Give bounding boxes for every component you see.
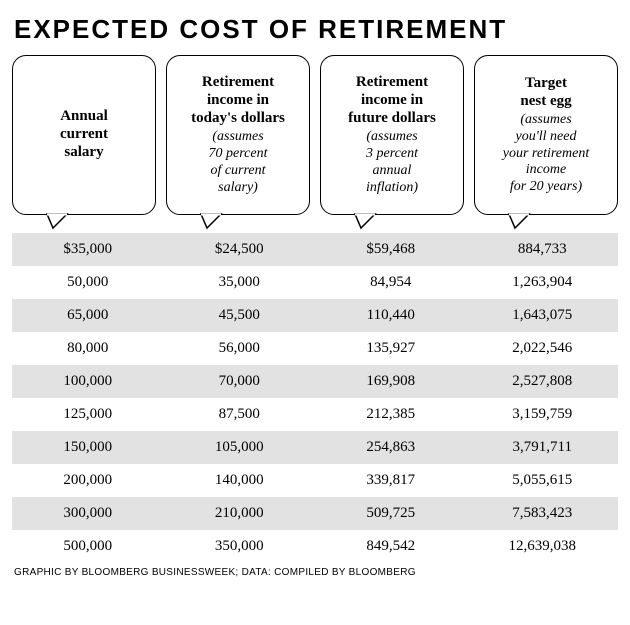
table-cell: 12,639,038 bbox=[467, 530, 619, 563]
col-header-today: Retirementincome intoday's dollars (assu… bbox=[166, 55, 310, 215]
table-cell: 135,927 bbox=[315, 332, 467, 365]
title: EXPECTED COST OF RETIREMENT bbox=[12, 14, 618, 45]
table-row: 200,000140,000339,8175,055,615 bbox=[12, 464, 618, 497]
table-cell: 87,500 bbox=[164, 398, 316, 431]
table-cell: 509,725 bbox=[315, 497, 467, 530]
table-cell: 125,000 bbox=[12, 398, 164, 431]
table-row: 65,00045,500110,4401,643,075 bbox=[12, 299, 618, 332]
table-row: $35,000$24,500$59,468884,733 bbox=[12, 233, 618, 266]
table-cell: 70,000 bbox=[164, 365, 316, 398]
col-label: Retirementincome infuture dollars bbox=[348, 73, 436, 127]
table-row: 125,00087,500212,3853,159,759 bbox=[12, 398, 618, 431]
table-cell: 80,000 bbox=[12, 332, 164, 365]
retirement-table: $35,000$24,500$59,468884,73350,00035,000… bbox=[12, 233, 618, 563]
table-cell: 210,000 bbox=[164, 497, 316, 530]
col-sublabel: (assumesyou'll needyour retirementincome… bbox=[503, 112, 589, 196]
table-cell: $35,000 bbox=[12, 233, 164, 266]
col-label: Annualcurrentsalary bbox=[60, 107, 108, 161]
col-label: Targetnest egg bbox=[520, 74, 571, 110]
table-row: 80,00056,000135,9272,022,546 bbox=[12, 332, 618, 365]
table-cell: 2,022,546 bbox=[467, 332, 619, 365]
table-row: 300,000210,000509,7257,583,423 bbox=[12, 497, 618, 530]
table-cell: 849,542 bbox=[315, 530, 467, 563]
table-body: $35,000$24,500$59,468884,73350,00035,000… bbox=[12, 233, 618, 563]
table-cell: 300,000 bbox=[12, 497, 164, 530]
table-cell: 254,863 bbox=[315, 431, 467, 464]
table-cell: $24,500 bbox=[164, 233, 316, 266]
table-cell: 7,583,423 bbox=[467, 497, 619, 530]
table-row: 150,000105,000254,8633,791,711 bbox=[12, 431, 618, 464]
table-cell: 50,000 bbox=[12, 266, 164, 299]
table-row: 100,00070,000169,9082,527,808 bbox=[12, 365, 618, 398]
table-cell: 45,500 bbox=[164, 299, 316, 332]
table-cell: 339,817 bbox=[315, 464, 467, 497]
table-cell: $59,468 bbox=[315, 233, 467, 266]
table-cell: 56,000 bbox=[164, 332, 316, 365]
table-cell: 2,527,808 bbox=[467, 365, 619, 398]
table-cell: 3,159,759 bbox=[467, 398, 619, 431]
table-cell: 65,000 bbox=[12, 299, 164, 332]
table-cell: 110,440 bbox=[315, 299, 467, 332]
column-headers: Annualcurrentsalary Retirementincome int… bbox=[12, 55, 618, 215]
table-cell: 500,000 bbox=[12, 530, 164, 563]
col-header-nestegg: Targetnest egg (assumesyou'll needyour r… bbox=[474, 55, 618, 215]
table-cell: 5,055,615 bbox=[467, 464, 619, 497]
table-row: 500,000350,000849,54212,639,038 bbox=[12, 530, 618, 563]
col-sublabel: (assumes70 percentof currentsalary) bbox=[209, 129, 268, 196]
speech-tail-icon bbox=[509, 214, 529, 228]
table-cell: 35,000 bbox=[164, 266, 316, 299]
col-header-future: Retirementincome infuture dollars (assum… bbox=[320, 55, 464, 215]
table-cell: 1,643,075 bbox=[467, 299, 619, 332]
table-cell: 100,000 bbox=[12, 365, 164, 398]
table-cell: 350,000 bbox=[164, 530, 316, 563]
table-cell: 84,954 bbox=[315, 266, 467, 299]
table-cell: 105,000 bbox=[164, 431, 316, 464]
table-cell: 212,385 bbox=[315, 398, 467, 431]
speech-tail-icon bbox=[355, 214, 375, 228]
table-cell: 3,791,711 bbox=[467, 431, 619, 464]
table-cell: 169,908 bbox=[315, 365, 467, 398]
source-line: GRAPHIC BY BLOOMBERG BUSINESSWEEK; DATA:… bbox=[12, 567, 618, 578]
speech-tail-icon bbox=[47, 214, 67, 228]
col-sublabel: (assumes3 percentannualinflation) bbox=[366, 129, 418, 196]
table-cell: 884,733 bbox=[467, 233, 619, 266]
col-header-salary: Annualcurrentsalary bbox=[12, 55, 156, 215]
table-row: 50,00035,00084,9541,263,904 bbox=[12, 266, 618, 299]
table-cell: 200,000 bbox=[12, 464, 164, 497]
table-cell: 140,000 bbox=[164, 464, 316, 497]
speech-tail-icon bbox=[201, 214, 221, 228]
col-label: Retirementincome intoday's dollars bbox=[191, 73, 285, 127]
table-cell: 150,000 bbox=[12, 431, 164, 464]
infographic-container: EXPECTED COST OF RETIREMENT Annualcurren… bbox=[0, 0, 630, 578]
table-cell: 1,263,904 bbox=[467, 266, 619, 299]
